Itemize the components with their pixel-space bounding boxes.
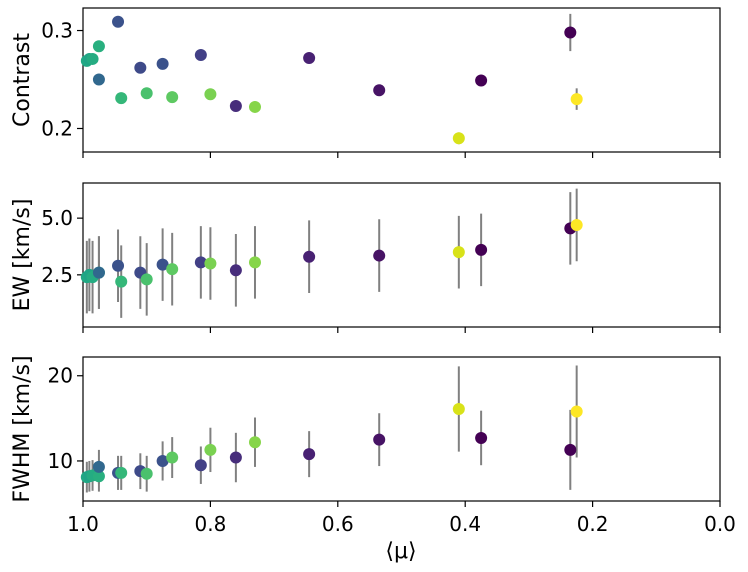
ew-data-point xyxy=(475,243,488,256)
contrast-data-point xyxy=(248,100,261,113)
fwhm-y-tick-label: 10 xyxy=(48,449,73,473)
contrast-data-point xyxy=(86,52,99,65)
x-tick-label: 0.6 xyxy=(322,512,354,536)
fwhm-data-point xyxy=(92,470,105,483)
fwhm-data-point xyxy=(229,451,242,464)
ew-data-point xyxy=(248,256,261,269)
contrast-data-point xyxy=(156,57,169,70)
fwhm-plot-frame xyxy=(82,356,721,502)
contrast-data-point xyxy=(92,40,105,53)
contrast-y-tick-label: 0.3 xyxy=(41,19,73,43)
contrast-data-point xyxy=(166,91,179,104)
fwhm-panel: 1.0 0.8 0.6 0.4 0.2 0.0 10 20 FWHM [km/s] ⟨μ⟩ xyxy=(10,355,736,564)
ew-data-point xyxy=(92,266,105,279)
ew-data-point xyxy=(115,275,128,288)
fwhm-data-point xyxy=(373,433,386,446)
fwhm-data-point xyxy=(303,448,316,461)
contrast-y-tick-label: 0.2 xyxy=(41,116,73,140)
x-axis-label: ⟨μ⟩ xyxy=(385,539,416,564)
ew-panel: 2.5 5.0 EW [km/s] xyxy=(10,182,721,333)
x-tick-label: 0.8 xyxy=(194,512,226,536)
contrast-data-point xyxy=(204,88,217,101)
contrast-panel: 0.2 0.3 Contrast xyxy=(10,7,721,158)
contrast-data-point xyxy=(452,132,465,145)
fwhm-data-point xyxy=(475,431,488,444)
fwhm-data-point xyxy=(452,402,465,415)
x-tick-label: 0.4 xyxy=(449,512,481,536)
ew-y-axis-label: EW [km/s] xyxy=(10,199,35,312)
fwhm-data-point xyxy=(115,466,128,479)
contrast-plot-frame xyxy=(82,7,721,153)
fwhm-data-point xyxy=(194,459,207,472)
x-tick-label: 0.0 xyxy=(704,512,736,536)
fwhm-y-axis-label: FWHM [km/s] xyxy=(10,355,35,502)
ew-data-point xyxy=(166,263,179,276)
ew-data-point xyxy=(204,257,217,270)
fwhm-data-point xyxy=(204,443,217,456)
ew-data-point xyxy=(194,256,207,269)
contrast-data-point xyxy=(115,92,128,105)
ew-data-point xyxy=(112,259,125,272)
x-tick-label: 1.0 xyxy=(67,512,99,536)
contrast-data-point xyxy=(229,99,242,112)
fwhm-data-point xyxy=(564,443,577,456)
contrast-data-point xyxy=(564,26,577,39)
ew-data-point xyxy=(156,258,169,271)
contrast-data-point xyxy=(373,84,386,97)
fwhm-data-point xyxy=(140,467,153,480)
contrast-data-point xyxy=(475,74,488,87)
fwhm-y-tick-label: 20 xyxy=(48,364,73,388)
ew-data-point xyxy=(570,218,583,231)
x-tick-label: 0.2 xyxy=(577,512,609,536)
ew-data-point xyxy=(373,249,386,262)
ew-plot-frame xyxy=(82,182,721,328)
contrast-data-point xyxy=(92,73,105,86)
ew-data-point xyxy=(140,273,153,286)
fwhm-data-point xyxy=(570,405,583,418)
ew-data-point xyxy=(229,264,242,277)
contrast-y-axis-label: Contrast xyxy=(10,33,35,127)
ew-data-point xyxy=(452,246,465,259)
ew-data-point xyxy=(303,250,316,263)
contrast-data-point xyxy=(112,15,125,28)
contrast-data-point xyxy=(194,49,207,62)
ew-y-tick-label: 5.0 xyxy=(41,206,73,230)
contrast-data-point xyxy=(303,51,316,64)
fwhm-data-point xyxy=(166,451,179,464)
ew-y-tick-label: 2.5 xyxy=(41,263,73,287)
fwhm-data-point xyxy=(92,460,105,473)
fwhm-data-point xyxy=(248,436,261,449)
contrast-data-point xyxy=(570,93,583,106)
fwhm-data-point xyxy=(156,454,169,467)
contrast-data-point xyxy=(140,87,153,100)
contrast-data-point xyxy=(134,61,147,74)
